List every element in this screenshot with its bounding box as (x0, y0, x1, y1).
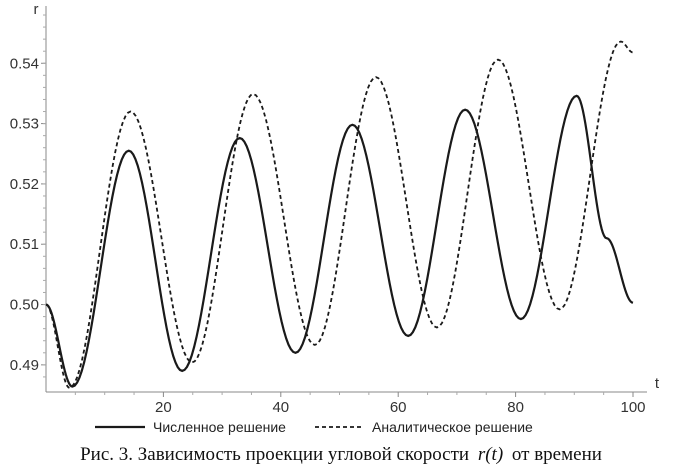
x-tick-label: 60 (390, 399, 407, 416)
caption-text-after: от времени (511, 444, 602, 465)
x-tick-label: 100 (620, 399, 645, 416)
legend: Численное решение Аналитическое решение (95, 419, 533, 435)
y-tick-label: 0.50 (10, 297, 39, 314)
caption-text-before: Рис. 3. Зависимость проекции угловой ско… (80, 444, 470, 465)
axes: 20 40 60 80 100 0.49 0.50 0.51 0.52 0.53 0.54 t r (10, 1, 660, 416)
caption-symbol: r(t) (477, 444, 504, 465)
y-tick-label: 0.54 (10, 55, 39, 72)
legend-label: Численное решение (153, 419, 286, 435)
x-tick-label: 40 (272, 399, 289, 416)
y-tick-label: 0.49 (10, 357, 39, 374)
y-tick-label: 0.52 (10, 176, 39, 193)
y-axis-label: r (34, 1, 39, 18)
series-line-numerical (45, 94, 634, 388)
series-line-analytical (45, 40, 634, 389)
x-tick-label: 20 (155, 399, 172, 416)
x-axis-label: t (655, 375, 660, 392)
y-tick-label: 0.51 (10, 236, 39, 253)
figure-caption: Рис. 3. Зависимость проекции угловой ско… (0, 444, 682, 466)
y-tick-label: 0.53 (10, 116, 39, 133)
series-layer (45, 40, 634, 389)
x-tick-label: 80 (507, 399, 524, 416)
legend-label: Аналитическое решение (372, 419, 533, 435)
